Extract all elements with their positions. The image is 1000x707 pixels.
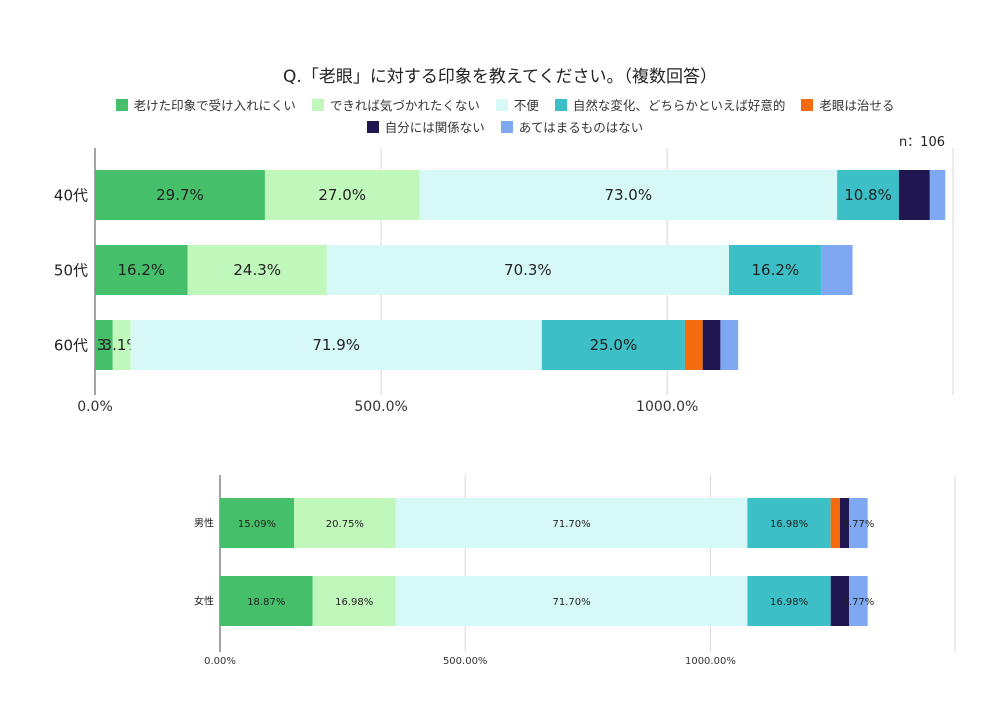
bar-segment	[849, 576, 868, 626]
data-label: 71.70%	[552, 519, 590, 530]
category-label: 60代	[54, 336, 88, 354]
data-label: 24.3%	[233, 261, 281, 279]
bar-segment	[898, 170, 930, 220]
bar-segment	[395, 576, 748, 626]
data-label: 3.77%	[843, 519, 875, 530]
bar-segment	[187, 245, 327, 295]
x-tick-label: 1000.0%	[636, 399, 698, 415]
bar-segment	[702, 320, 721, 370]
bar-segment	[830, 498, 840, 548]
data-label: 3.77%	[843, 597, 875, 608]
bar-segment	[95, 320, 113, 370]
data-label: 16.98%	[770, 519, 808, 530]
bar-segment	[720, 320, 739, 370]
data-label: 18.87%	[247, 597, 285, 608]
legend-item: 老けた印象で受け入れにくい	[115, 95, 296, 117]
bar-segment	[395, 498, 748, 548]
x-tick-label: 500.00%	[443, 656, 488, 667]
legend-label: 自然な変化、どちらかといえば好意的	[572, 98, 786, 113]
x-tick-label: 500.0%	[354, 399, 407, 415]
bar-segment	[837, 170, 899, 220]
legend-swatch	[366, 121, 379, 133]
data-label: 73.0%	[604, 186, 652, 204]
bar-segment	[684, 320, 703, 370]
category-label: 男性	[194, 517, 214, 530]
bar-segment	[849, 498, 868, 548]
bar-segment	[541, 320, 685, 370]
legend: 老けた印象で受け入れにくい できれば気づかれたくない 不便 自然な変化、どちらかといえ…	[40, 95, 970, 139]
legend-label: 老眼は治せる	[819, 98, 895, 113]
bar-segment	[112, 320, 131, 370]
bar-segment	[312, 576, 396, 626]
data-label: 70.3%	[504, 261, 552, 279]
legend-item: あてはまるものはない	[500, 117, 644, 139]
bar-segment	[747, 498, 831, 548]
legend-label: 不便	[513, 98, 539, 113]
legend-swatch	[495, 99, 508, 111]
bar-segment	[326, 245, 729, 295]
data-label: 29.7%	[156, 186, 204, 204]
legend-swatch	[554, 99, 567, 111]
bar-segment	[747, 576, 831, 626]
bar-segment	[830, 576, 850, 626]
x-tick-label: 0.00%	[204, 656, 236, 667]
legend-label: 自分には関係ない	[384, 120, 485, 135]
sample-size-label: n：106	[898, 135, 945, 150]
data-label: 71.70%	[553, 597, 591, 608]
legend-swatch	[801, 99, 814, 111]
data-label: 71.9%	[312, 336, 360, 354]
legend-item: 老眼は治せる	[801, 95, 894, 117]
x-tick-label: 1000.00%	[685, 656, 736, 667]
legend-item: できれば気づかれたくない	[311, 95, 480, 117]
bar-segment	[294, 498, 396, 548]
data-label: 16.98%	[335, 597, 373, 608]
legend-label: できれば気づかれたくない	[329, 98, 480, 113]
data-label: 10.8%	[844, 186, 892, 204]
data-label: 15.09%	[238, 519, 276, 530]
bar-segment	[95, 170, 265, 220]
data-label: 27.0%	[318, 186, 366, 204]
bar-segment	[95, 245, 188, 295]
x-tick-label: 0.0%	[77, 399, 113, 415]
bar-segment	[220, 576, 313, 626]
legend-label: あてはまるものはない	[518, 120, 644, 135]
bar-segment	[264, 170, 420, 220]
chart-title: Q.「老眼」に対する印象を教えてください。（複数回答）	[283, 67, 717, 87]
bar-segment	[419, 170, 838, 220]
data-label: 16.98%	[770, 597, 808, 608]
data-label: 3.	[97, 336, 111, 354]
legend-swatch	[115, 99, 128, 111]
bar-segment	[728, 245, 822, 295]
bar-segment	[821, 245, 853, 295]
data-label: 16.2%	[752, 261, 800, 279]
bar-segment	[839, 498, 850, 548]
category-label: 40代	[54, 186, 88, 204]
data-label: 25.0%	[590, 336, 638, 354]
legend-swatch	[311, 99, 324, 111]
legend-item: 自分には関係ない	[366, 117, 485, 139]
data-label: 16.2%	[118, 261, 166, 279]
bar-segment	[220, 498, 295, 548]
category-label: 女性	[194, 595, 214, 608]
bar-segment	[929, 170, 946, 220]
bar-segment	[130, 320, 542, 370]
legend-label: 老けた印象で受け入れにくい	[133, 98, 296, 113]
legend-item: 自然な変化、どちらかといえば好意的	[554, 95, 786, 117]
category-label: 50代	[54, 261, 88, 279]
data-label: 20.75%	[326, 519, 364, 530]
legend-swatch	[500, 121, 513, 133]
legend-item: 不便	[495, 95, 539, 117]
